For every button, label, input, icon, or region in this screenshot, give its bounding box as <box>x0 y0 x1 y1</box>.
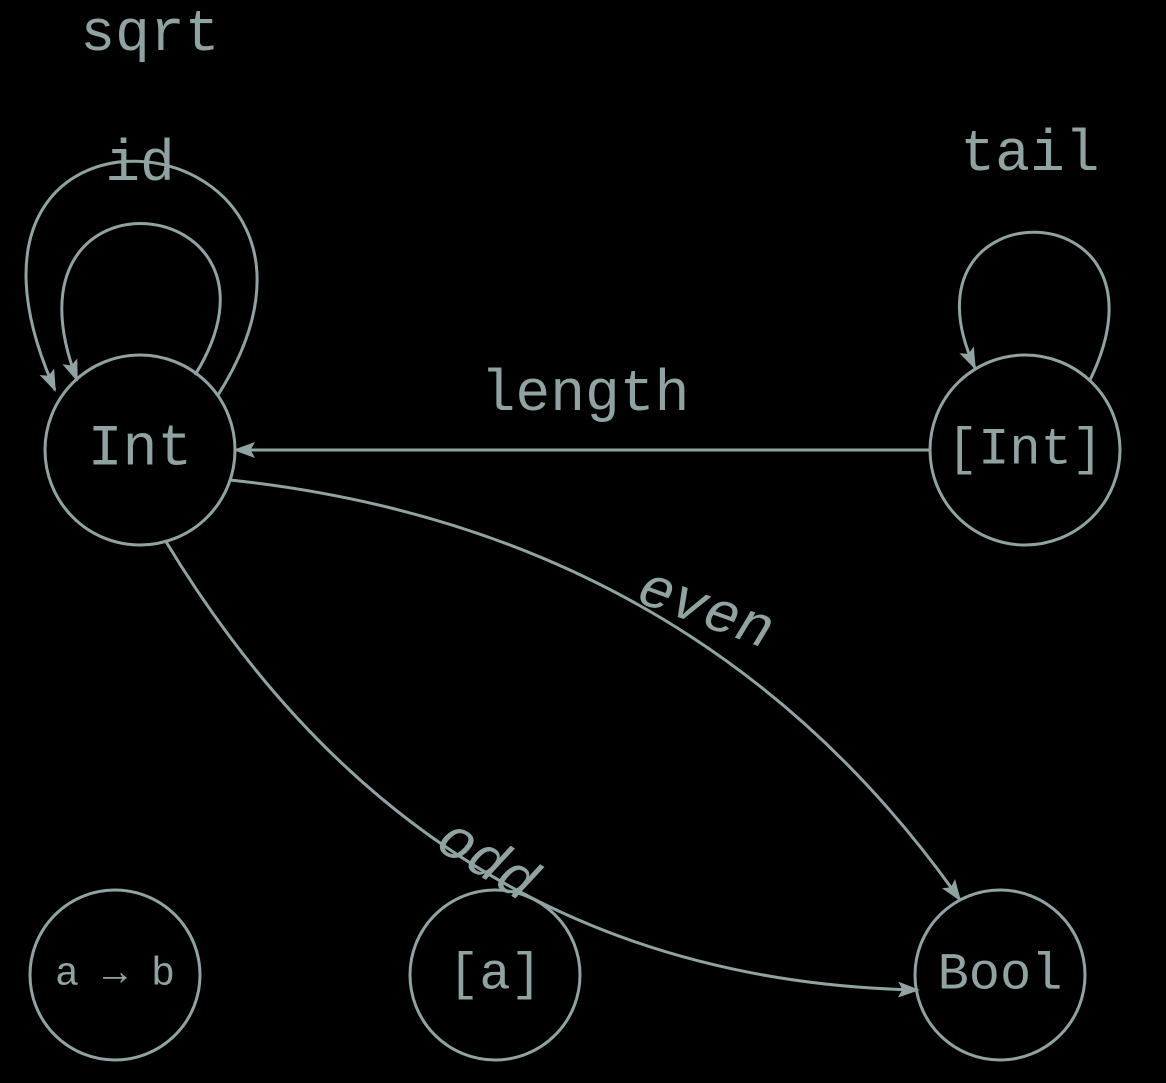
node-label-intlist: [Int] <box>947 421 1103 480</box>
node-label-bool: Bool <box>938 946 1063 1005</box>
edges-group: lengthevenoddidsqrttail <box>26 3 1109 990</box>
edge-label-tail_loop: tail <box>960 123 1099 188</box>
edge-even <box>230 480 960 900</box>
edge-id_loop <box>62 224 220 380</box>
edge-tail_loop <box>959 232 1109 380</box>
type-graph-diagram: lengthevenoddidsqrttail Int[Int]Boola → … <box>0 0 1166 1083</box>
node-label-ab: a → b <box>55 953 175 998</box>
nodes-group: Int [Int] Bool a → b [a] <box>30 355 1120 1060</box>
node-label-int: Int <box>88 418 192 483</box>
edge-label-odd: odd <box>424 807 547 918</box>
edge-label-length: length <box>481 363 690 428</box>
edge-label-even: even <box>628 557 781 666</box>
edge-label-sqrt_loop: sqrt <box>80 3 219 68</box>
node-label-alist: [a] <box>448 946 542 1005</box>
edge-odd <box>165 540 918 990</box>
